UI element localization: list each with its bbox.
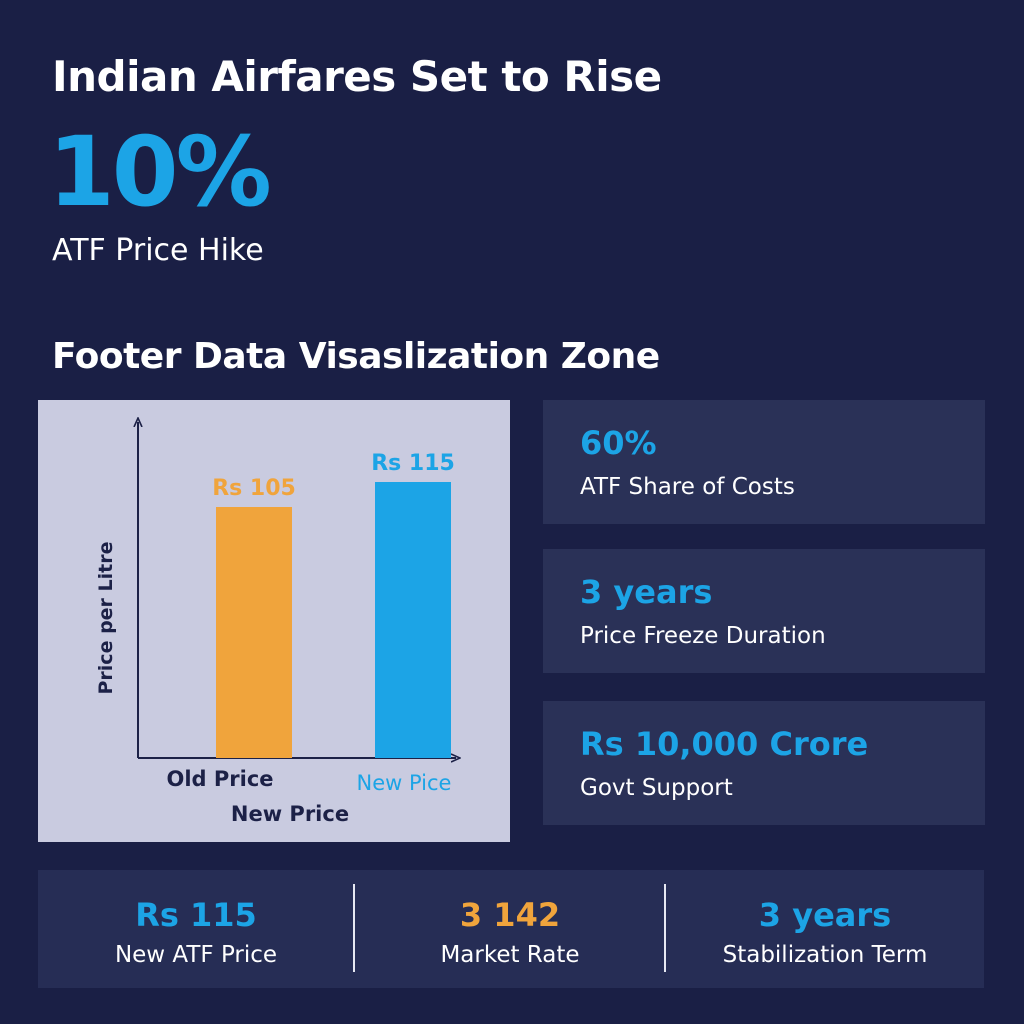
- hero-value: 10%: [48, 116, 272, 228]
- stat-value: Rs 10,000 Crore: [580, 725, 869, 763]
- footer-label: Market Rate: [440, 942, 580, 968]
- stat-card-price-freeze: 3 years Price Freeze Duration: [543, 549, 985, 673]
- footer-item-stabilization-term: 3 years Stabilization Term: [666, 870, 984, 988]
- bars-layer: Rs 105 Old Price Rs 115 New Pice: [166, 451, 454, 795]
- stat-value: 3 years: [580, 573, 713, 611]
- footer-divider: [664, 884, 666, 972]
- chart-panel: Rs 105 Old Price Rs 115 New Pice Price per …: [38, 400, 510, 842]
- stat-label: Govt Support: [580, 775, 733, 801]
- footer-strip: Rs 115 New ATF Price 3 142 Market Rate 3…: [38, 870, 984, 988]
- footer-value: 3 years: [758, 896, 892, 934]
- stat-card-govt-support: Rs 10,000 Crore Govt Support: [543, 701, 985, 825]
- stat-card-atf-share: 60% ATF Share of Costs: [543, 400, 985, 524]
- bar-data-label: Rs 105: [212, 476, 296, 501]
- footer-divider: [353, 884, 355, 972]
- stat-value: 60%: [580, 424, 657, 462]
- category-label: Old Price: [166, 767, 273, 791]
- stat-label: ATF Share of Costs: [580, 474, 795, 500]
- x-axis-title: New Price: [231, 802, 349, 826]
- bar-new-price: [375, 482, 451, 758]
- y-axis-title: Price per Litre: [95, 541, 117, 694]
- section-title: Footer Data Visaslization Zone: [52, 336, 660, 377]
- footer-label: Stabilization Term: [722, 942, 928, 968]
- footer-value: 3 142: [459, 896, 561, 934]
- bar-old-price: [216, 507, 292, 758]
- footer-item-new-atf-price: Rs 115 New ATF Price: [38, 870, 354, 988]
- bar-data-label: Rs 115: [371, 451, 455, 476]
- footer-value: Rs 115: [135, 896, 257, 934]
- category-label: New Pice: [357, 771, 452, 795]
- footer-label: New ATF Price: [114, 942, 278, 968]
- hero-label: ATF Price Hike: [52, 233, 264, 268]
- headline: Indian Airfares Set to Rise: [52, 52, 662, 101]
- stat-label: Price Freeze Duration: [580, 623, 826, 649]
- footer-item-market-rate: 3 142 Market Rate: [355, 870, 665, 988]
- bar-chart: Rs 105 Old Price Rs 115 New Pice Price per …: [95, 400, 510, 826]
